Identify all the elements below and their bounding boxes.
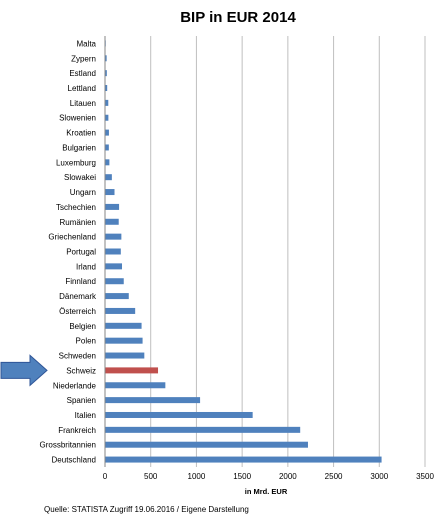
bar (105, 263, 123, 270)
category-label: Portugal (66, 248, 96, 257)
bar (105, 189, 115, 196)
x-tick-label: 1000 (188, 472, 206, 481)
grid-lines (150, 36, 426, 467)
bar (105, 278, 124, 285)
category-labels: Malta Zypern Estland Lettland Litauen Sloweni… (40, 39, 97, 464)
x-tick-label: 3500 (416, 472, 434, 481)
category-label: Deutschland (52, 456, 96, 465)
category-label: Schweiz (66, 366, 96, 375)
category-label: Rumänien (60, 218, 96, 227)
category-label: Estland (69, 69, 96, 78)
category-label: Slowenien (59, 114, 96, 123)
bar (105, 159, 110, 166)
bar (105, 382, 166, 389)
x-tick-labels: 0 500 1000 1500 2000 2500 3000 3500 (103, 472, 435, 481)
category-label: Spanien (67, 396, 96, 405)
category-label: Lettland (68, 84, 96, 93)
bar (105, 55, 107, 62)
bar (105, 233, 122, 240)
category-label: Litauen (70, 99, 96, 108)
category-label: Bulgarien (62, 143, 96, 152)
category-label: Grossbritannien (40, 441, 96, 450)
category-label: Zypern (71, 54, 96, 63)
arrow-icon (0, 354, 48, 387)
bar (105, 99, 109, 106)
x-tick-label: 1500 (233, 472, 251, 481)
bar (105, 456, 382, 463)
category-label: Irland (76, 262, 96, 271)
x-tick-label: 500 (144, 472, 158, 481)
bar (105, 337, 143, 344)
category-label: Malta (76, 39, 96, 48)
category-label: Österreich (59, 307, 96, 316)
x-tick-label: 0 (103, 472, 108, 481)
bar (105, 248, 121, 255)
category-label: Griechenland (48, 233, 96, 242)
source-note: Quelle: STATISTA Zugriff 19.06.2016 / Ei… (44, 505, 249, 514)
category-label: Niederlande (53, 381, 97, 390)
bar (105, 426, 301, 433)
bar (105, 85, 108, 92)
x-tick-label: 3000 (370, 472, 388, 481)
bar (105, 70, 107, 77)
bar (105, 114, 109, 121)
x-tick-label: 2000 (279, 472, 297, 481)
category-label: Slowakei (64, 173, 96, 182)
bar (105, 174, 112, 181)
category-label: Dänemark (59, 292, 97, 301)
bar (105, 441, 308, 448)
category-label: Polen (76, 337, 96, 346)
bar (105, 322, 142, 329)
bar (105, 352, 145, 359)
bar (105, 411, 253, 418)
bar (105, 144, 109, 151)
category-label: Belgien (69, 322, 96, 331)
category-label: Luxemburg (56, 158, 96, 167)
bars (105, 40, 382, 463)
bar (105, 293, 129, 300)
x-tick-label: 2500 (325, 472, 343, 481)
x-axis-label: in Mrd. EUR (245, 487, 288, 496)
bar (105, 218, 119, 225)
category-label: Schweden (59, 352, 96, 361)
bar (105, 129, 109, 136)
category-label: Italien (75, 411, 96, 420)
category-label: Frankreich (58, 426, 96, 435)
bar (105, 203, 120, 210)
bar (105, 307, 136, 314)
category-label: Finnland (65, 277, 96, 286)
bar (105, 397, 201, 404)
category-label: Tschechien (56, 203, 96, 212)
bar (105, 367, 159, 374)
category-label: Kroatien (66, 129, 96, 138)
chart-title: BIP in EUR 2014 (180, 9, 296, 26)
category-label: Ungarn (70, 188, 96, 197)
